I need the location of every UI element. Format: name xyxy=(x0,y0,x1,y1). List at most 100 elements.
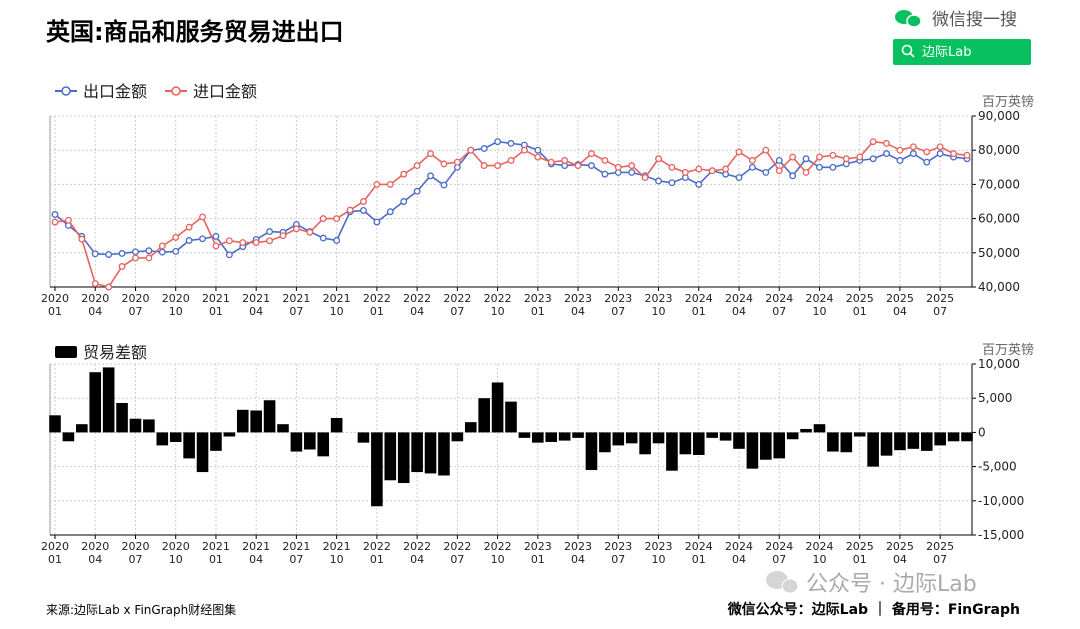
bar xyxy=(464,422,477,433)
point xyxy=(78,235,86,243)
y-tick-label: 40,000 xyxy=(978,280,1020,294)
x-tick-label: 2023 04 xyxy=(564,540,593,566)
x-tick-label: 2021 10 xyxy=(322,540,351,566)
point xyxy=(158,242,166,250)
search-button[interactable] xyxy=(893,39,1031,65)
point xyxy=(896,146,904,154)
bar xyxy=(76,424,88,433)
point xyxy=(842,155,850,163)
x-tick-label: 2024 10 xyxy=(805,292,834,318)
point xyxy=(172,233,180,241)
bar xyxy=(518,432,531,438)
point xyxy=(373,180,381,188)
bar xyxy=(250,410,262,433)
x-tick-label: 2021 07 xyxy=(282,540,311,566)
point xyxy=(588,150,595,158)
bar xyxy=(692,432,705,455)
x-tick-label: 2022 01 xyxy=(362,540,391,566)
point xyxy=(507,139,515,147)
point xyxy=(789,172,797,180)
point xyxy=(628,162,636,170)
bar xyxy=(451,432,464,442)
point xyxy=(748,157,756,164)
x-tick-label: 2025 07 xyxy=(926,292,955,318)
x-tick-label: 2024 01 xyxy=(684,292,713,318)
point xyxy=(695,180,703,188)
bar xyxy=(786,432,799,440)
point xyxy=(762,168,770,176)
x-tick-label: 2022 04 xyxy=(403,292,432,318)
point xyxy=(494,138,502,146)
x-tick-label: 2021 04 xyxy=(242,292,271,318)
point xyxy=(225,251,233,259)
point xyxy=(681,168,689,176)
bar xyxy=(585,432,598,471)
point xyxy=(199,213,206,221)
point xyxy=(494,162,502,170)
legend-label: 进口金额 xyxy=(193,82,257,101)
y-tick-label: 10,000 xyxy=(978,357,1020,371)
x-tick-label: 2022 10 xyxy=(483,292,512,318)
source: 来源:边际Lab x FinGraph财经图集 xyxy=(46,602,236,617)
bar xyxy=(733,432,745,449)
y-tick-label: 5,000 xyxy=(978,391,1012,405)
bar xyxy=(223,432,236,437)
point xyxy=(869,155,877,163)
point xyxy=(319,215,327,223)
y-tick-label: 60,000 xyxy=(978,212,1020,226)
y-tick-label: 70,000 xyxy=(978,177,1020,191)
credit: 微信公众号：边际Lab ｜ 备用号：FinGraph xyxy=(727,601,1020,618)
bar xyxy=(920,432,933,451)
point xyxy=(440,160,448,168)
point xyxy=(199,235,206,243)
point xyxy=(655,155,662,163)
bar xyxy=(183,432,195,459)
bar xyxy=(317,432,330,457)
x-tick-label: 2025 04 xyxy=(885,540,914,566)
x-tick-label: 2024 01 xyxy=(684,540,713,566)
bar xyxy=(438,432,450,476)
bar xyxy=(961,432,973,442)
point xyxy=(279,232,287,240)
point xyxy=(520,146,528,154)
bar xyxy=(236,409,249,433)
point xyxy=(601,157,609,164)
bar xyxy=(116,402,128,433)
point xyxy=(105,251,113,258)
x-tick-label: 2022 07 xyxy=(443,540,472,566)
bar xyxy=(706,432,718,438)
point xyxy=(695,165,703,173)
bar xyxy=(867,432,879,467)
bar xyxy=(196,432,209,473)
bar xyxy=(813,424,826,433)
point xyxy=(158,248,166,256)
bar xyxy=(572,432,584,438)
point xyxy=(601,170,609,178)
bar xyxy=(330,418,343,433)
x-tick-label: 2024 07 xyxy=(765,292,794,318)
point xyxy=(185,237,193,244)
point xyxy=(118,263,126,270)
y-axis-label: 百万英镑 xyxy=(982,342,1034,358)
bar xyxy=(143,419,155,433)
point xyxy=(51,211,59,218)
point xyxy=(427,150,434,158)
point xyxy=(883,139,890,147)
x-tick-label: 2020 04 xyxy=(81,292,110,318)
bar xyxy=(384,432,397,481)
point xyxy=(453,158,461,166)
point xyxy=(561,157,569,164)
point xyxy=(802,168,810,176)
point xyxy=(762,146,770,154)
x-tick-label: 2021 01 xyxy=(201,292,230,318)
point xyxy=(816,163,823,171)
point xyxy=(856,153,864,161)
y-tick-label: 80,000 xyxy=(978,143,1020,157)
x-tick-label: 2021 10 xyxy=(322,292,351,318)
point xyxy=(132,248,139,256)
y-tick-label: 50,000 xyxy=(978,246,1020,260)
search-button-text[interactable]: 边际Lab xyxy=(922,45,971,60)
point xyxy=(373,218,381,226)
